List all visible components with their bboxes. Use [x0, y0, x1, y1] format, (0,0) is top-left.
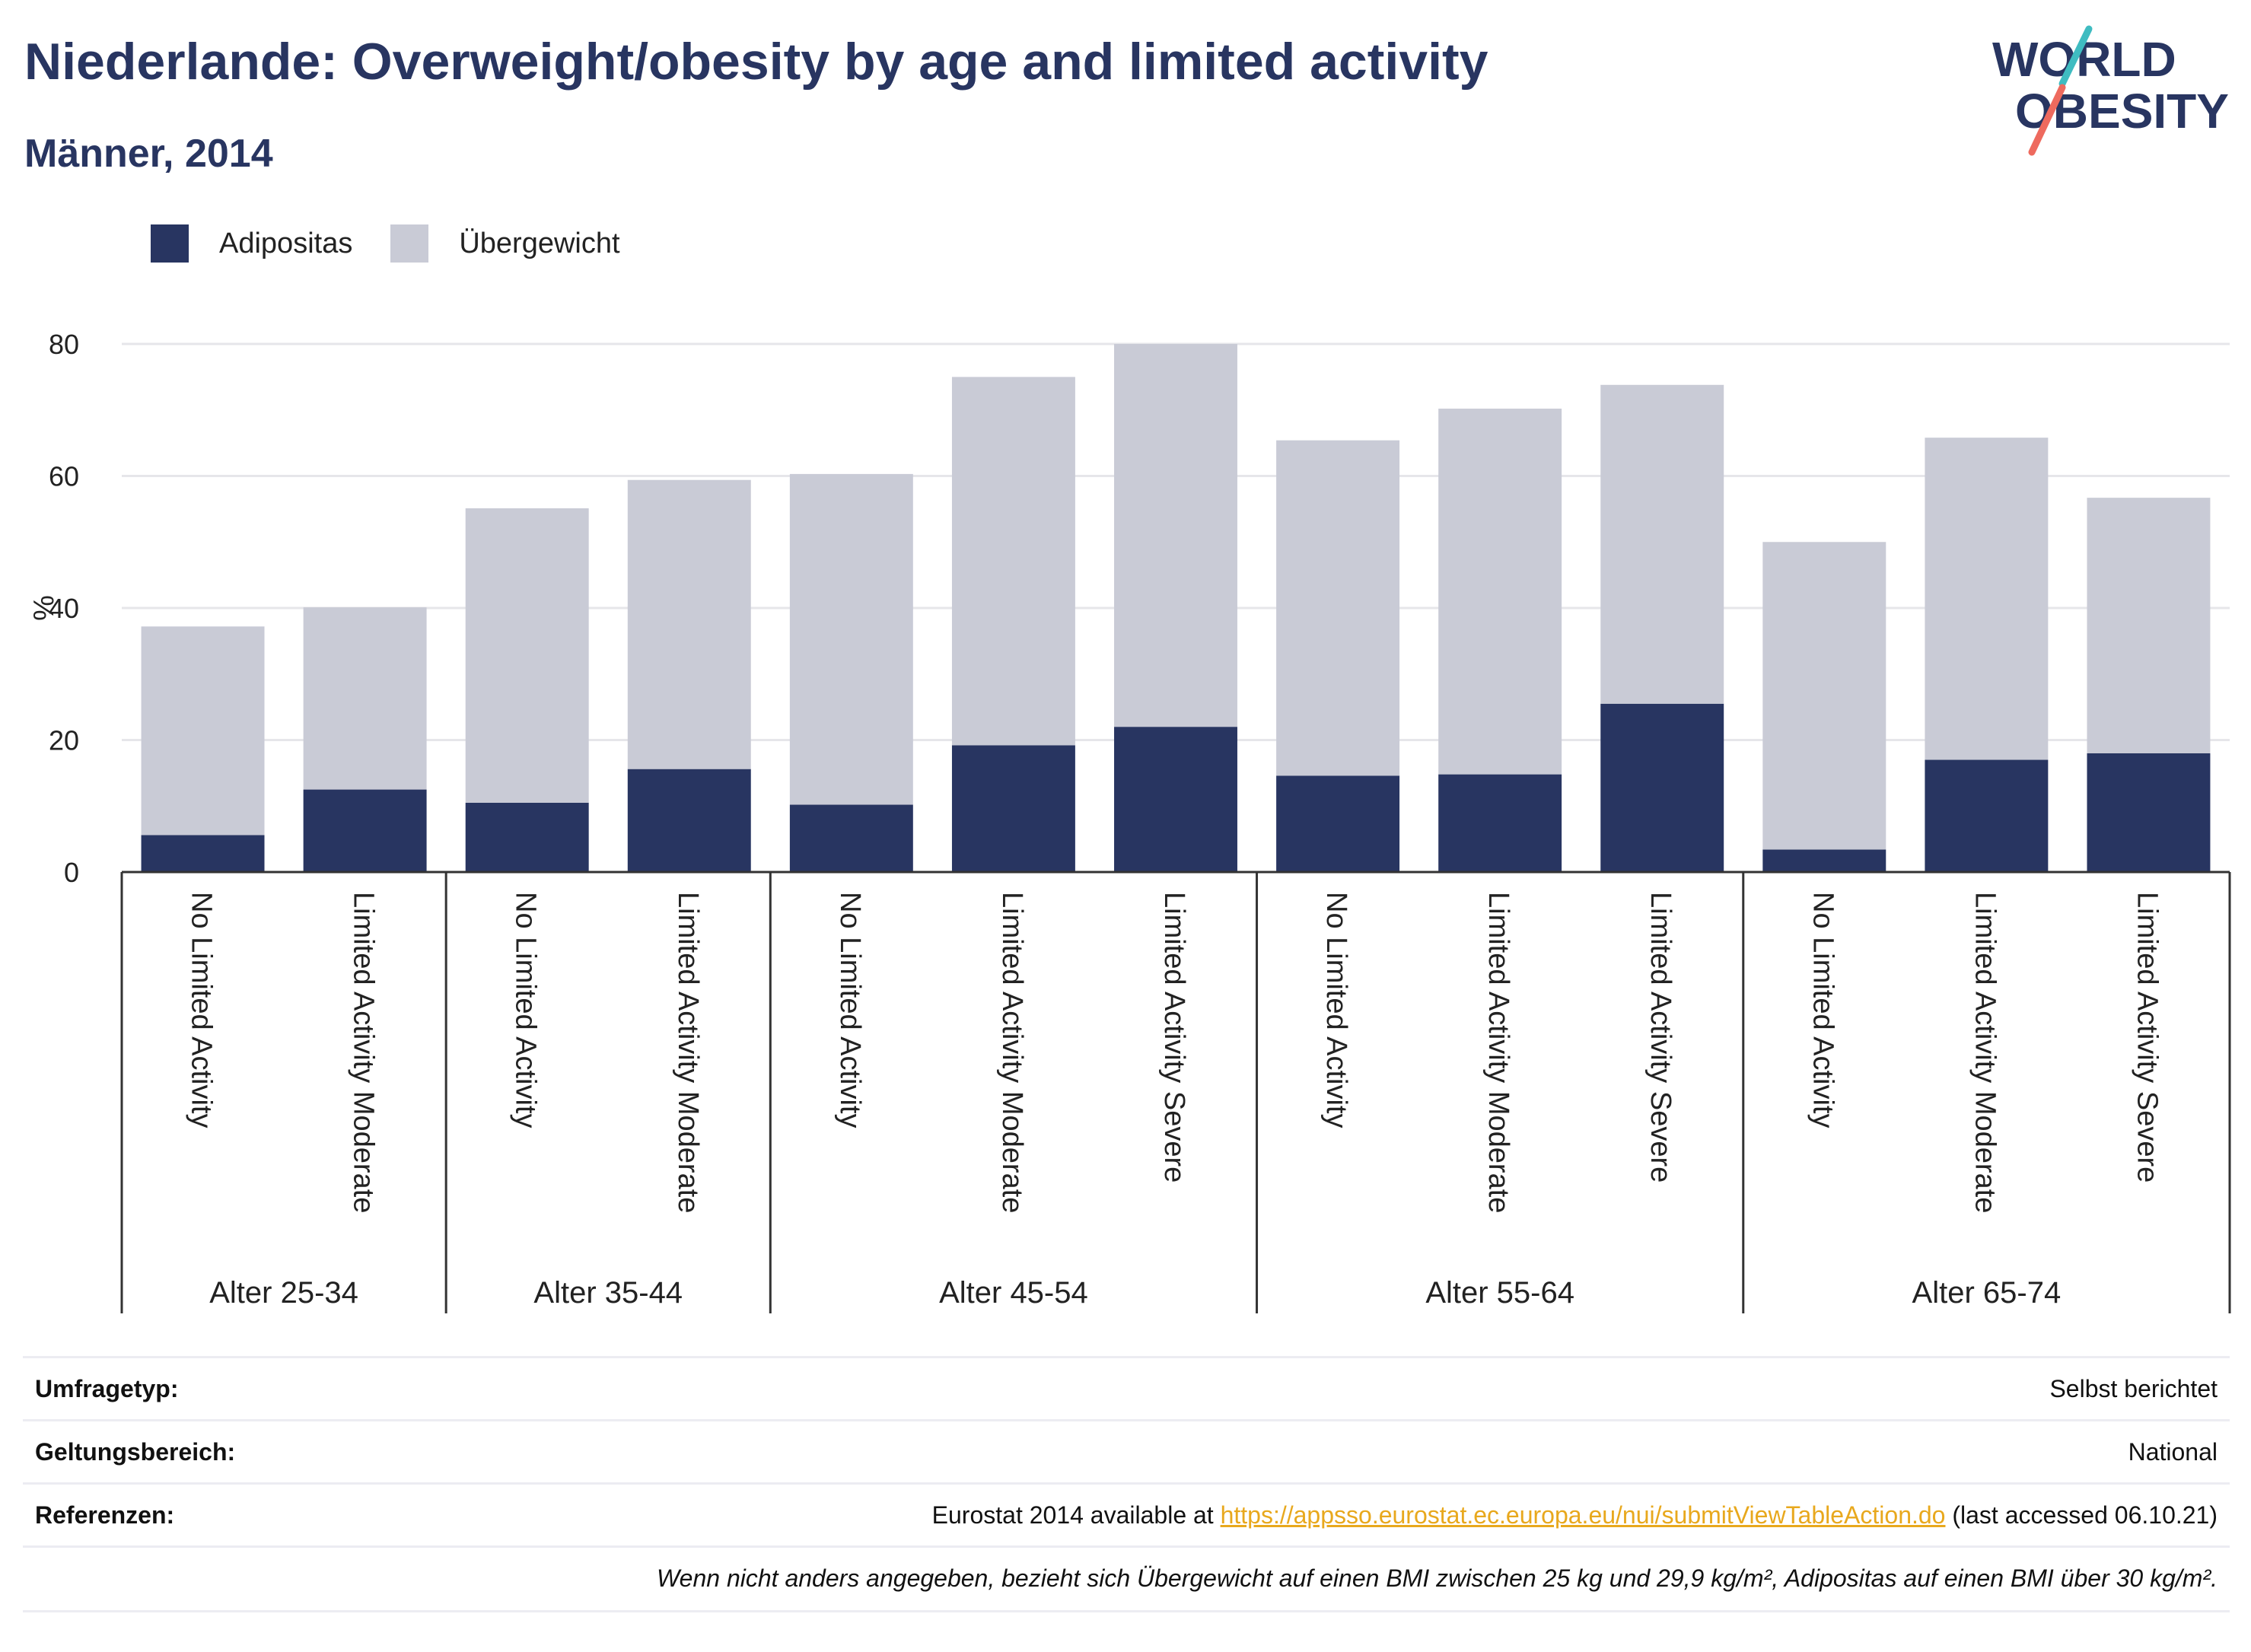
y-tick-label: 40: [49, 593, 79, 624]
bar-uebergewicht: [1276, 440, 1400, 776]
bmi-note: Wenn nicht anders angegeben, bezieht sic…: [657, 1564, 2218, 1592]
legend-item-uebergewicht[interactable]: Übergewicht: [390, 224, 620, 263]
logo-slash-coral: [2028, 84, 2066, 156]
bar-adipositas: [1762, 849, 1886, 872]
group-label: Alter 55-64: [1425, 1276, 1574, 1310]
bar-adipositas: [1925, 759, 2049, 872]
x-category-label: Limited Activity Severe: [1158, 892, 1190, 1183]
bar-adipositas: [951, 745, 1075, 872]
references-prefix: Eurostat 2014 available at: [931, 1501, 1221, 1529]
survey-type-label: Umfragetyp:: [35, 1375, 179, 1402]
x-category-label: Limited Activity Moderate: [672, 892, 704, 1213]
bar-uebergewicht: [141, 626, 265, 836]
x-category-label: Limited Activity Severe: [1644, 892, 1676, 1183]
x-category-label: No Limited Activity: [1807, 892, 1839, 1128]
x-category-label: Limited Activity Severe: [2131, 892, 2163, 1183]
bar-adipositas: [1114, 727, 1237, 872]
bar-uebergewicht: [627, 479, 751, 769]
logo-slash-teal: [2058, 25, 2093, 88]
y-tick-label: 0: [64, 857, 79, 888]
bar-adipositas: [465, 802, 589, 872]
info-table: Umfragetyp: Selbst berichtet Geltungsber…: [23, 1356, 2230, 1612]
y-tick-label: 60: [49, 461, 79, 492]
scope-value: National: [2128, 1438, 2218, 1466]
y-tick-label: 80: [49, 329, 79, 360]
references-link[interactable]: https://appsso.eurostat.ec.europa.eu/nui…: [1220, 1501, 1946, 1529]
chart-subtitle: Männer, 2014: [24, 132, 273, 176]
scope-label: Geltungsbereich:: [35, 1438, 236, 1466]
bar-adipositas: [1438, 774, 1562, 872]
bar-adipositas: [2087, 753, 2211, 872]
info-row-note: Wenn nicht anders angegeben, bezieht sic…: [23, 1545, 2230, 1612]
bar-adipositas: [627, 769, 751, 872]
group-label: Alter 25-34: [209, 1276, 358, 1310]
chart-legend: Adipositas Übergewicht: [151, 221, 658, 266]
x-category-label: Limited Activity Moderate: [996, 892, 1028, 1213]
y-tick-label: 20: [49, 725, 79, 756]
bar-uebergewicht: [1762, 542, 1886, 850]
bar-adipositas: [789, 804, 913, 872]
x-category-label: Limited Activity Moderate: [1482, 892, 1514, 1213]
group-label: Alter 35-44: [533, 1276, 683, 1310]
bar-uebergewicht: [303, 607, 427, 790]
bar-adipositas: [303, 789, 427, 872]
bar-uebergewicht: [1114, 344, 1237, 727]
chart-title: Niederlande: Overweight/obesity by age a…: [24, 33, 1488, 91]
references-suffix: (last accessed 06.10.21): [1945, 1501, 2218, 1529]
bar-uebergewicht: [2087, 498, 2211, 753]
bar-uebergewicht: [789, 473, 913, 805]
y-axis-label: %: [28, 595, 60, 621]
references-label: Referenzen:: [35, 1501, 175, 1529]
bar-uebergewicht: [465, 508, 589, 803]
group-label: Alter 65-74: [1912, 1276, 2062, 1310]
x-category-label: Limited Activity Moderate: [348, 892, 380, 1213]
legend-label-uebergewicht: Übergewicht: [459, 227, 620, 259]
world-obesity-logo: WORLD OBESITY: [1992, 25, 2229, 156]
x-category-label: No Limited Activity: [1320, 892, 1352, 1128]
legend-swatch-adipositas: [151, 224, 189, 263]
info-row-scope: Geltungsbereich: National: [23, 1419, 2230, 1482]
bar-adipositas: [1600, 703, 1724, 872]
bar-adipositas: [1276, 775, 1400, 872]
legend-swatch-uebergewicht: [390, 224, 429, 263]
bar-adipositas: [141, 835, 265, 872]
stacked-bar-chart: 0 20 40 60 80% No Limited Activity Limited Act…: [28, 329, 2231, 1313]
x-category-label: Limited Activity Moderate: [1969, 892, 2001, 1213]
x-category-label: No Limited Activity: [186, 892, 218, 1128]
bar-uebergewicht: [1600, 384, 1724, 704]
info-row-references: Referenzen: Eurostat 2014 available at h…: [23, 1482, 2230, 1545]
legend-item-adipositas[interactable]: Adipositas: [151, 224, 352, 263]
bar-uebergewicht: [951, 377, 1075, 746]
references-value: Eurostat 2014 available at https://appss…: [932, 1501, 2218, 1529]
bar-uebergewicht: [1925, 438, 2049, 760]
x-category-label: No Limited Activity: [510, 892, 542, 1128]
survey-type-value: Selbst berichtet: [2049, 1375, 2218, 1402]
group-label: Alter 45-54: [939, 1276, 1088, 1310]
x-category-label: No Limited Activity: [834, 892, 866, 1128]
bar-uebergewicht: [1438, 409, 1562, 775]
info-row-survey-type: Umfragetyp: Selbst berichtet: [23, 1356, 2230, 1419]
legend-label-adipositas: Adipositas: [219, 227, 353, 259]
